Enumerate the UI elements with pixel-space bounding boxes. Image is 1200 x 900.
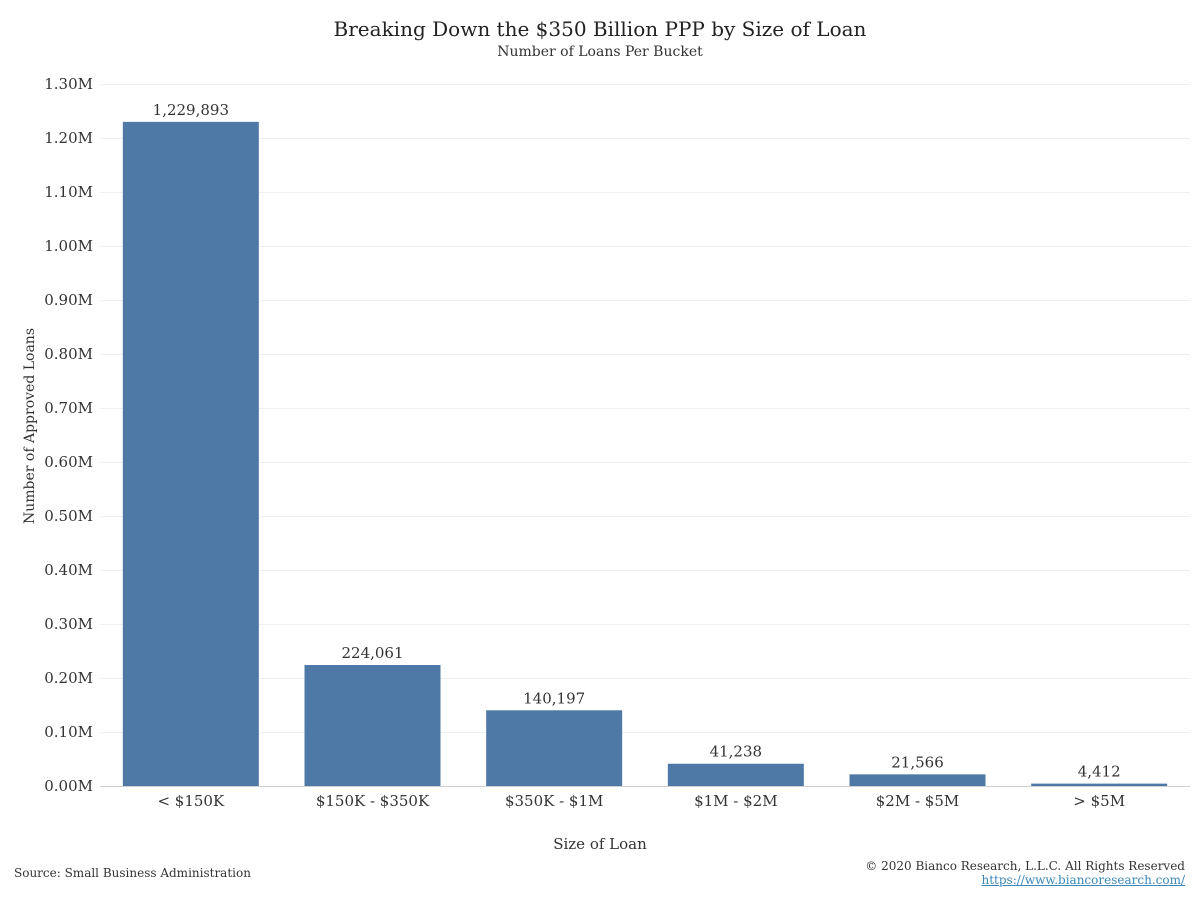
y-tick-label: 1.30M: [44, 75, 93, 93]
x-axis-title: Size of Loan: [553, 835, 647, 853]
y-tick-label: 0.90M: [44, 291, 93, 309]
chart-title: Breaking Down the $350 Billion PPP by Si…: [333, 17, 867, 41]
y-tick-label: 0.20M: [44, 669, 93, 687]
x-tick-label: < $150K: [157, 792, 225, 810]
bar-value-label: 224,061: [341, 644, 403, 662]
bar-value-label: 41,238: [710, 743, 763, 761]
x-tick-label: $1M - $2M: [694, 792, 778, 810]
bar-value-label: 4,412: [1078, 763, 1121, 781]
bar-value-label: 140,197: [523, 689, 585, 707]
y-tick-label: 0.10M: [44, 723, 93, 741]
bar: [849, 774, 986, 786]
bar: [486, 710, 623, 786]
y-axis-title: Number of Approved Loans: [22, 328, 38, 524]
y-tick-label: 1.10M: [44, 183, 93, 201]
gridlines: [100, 84, 1190, 787]
x-tick-label: $2M - $5M: [876, 792, 960, 810]
y-tick-label: 1.20M: [44, 129, 93, 147]
x-tick-label: $150K - $350K: [316, 792, 430, 810]
bar: [667, 763, 804, 786]
copyright-text: © 2020 Bianco Research, L.L.C. All Right…: [865, 859, 1185, 873]
bar-value-label: 21,566: [891, 753, 944, 771]
y-tick-label: 0.40M: [44, 561, 93, 579]
y-tick-label: 0.80M: [44, 345, 93, 363]
y-tick-label: 0.30M: [44, 615, 93, 633]
bars: [122, 121, 1168, 786]
source-note: Source: Small Business Administration: [14, 866, 251, 880]
bar-value-label: 1,229,893: [153, 101, 229, 119]
x-tick-label: > $5M: [1073, 792, 1125, 810]
y-tick-label: 0.00M: [44, 777, 93, 795]
website-link[interactable]: https://www.biancoresearch.com/: [981, 873, 1185, 887]
bar: [122, 121, 259, 786]
bar: [1031, 783, 1168, 786]
y-tick-label: 0.60M: [44, 453, 93, 471]
chart-subtitle: Number of Loans Per Bucket: [497, 44, 703, 60]
data-labels: 1,229,893 224,061 140,197 41,238 21,566 4,412: [153, 101, 1121, 781]
copyright-block: © 2020 Bianco Research, L.L.C. All Right…: [865, 859, 1185, 887]
x-axis-ticks: < $150K $150K - $350K $350K - $1M $1M - $2M…: [157, 792, 1125, 810]
bar: [304, 665, 441, 786]
y-tick-label: 0.70M: [44, 399, 93, 417]
y-axis-ticks: 0.00M 0.10M 0.20M 0.30M 0.40M 0.50M 0.60M 0.70M…: [44, 75, 93, 795]
y-tick-label: 1.00M: [44, 237, 93, 255]
y-tick-label: 0.50M: [44, 507, 93, 525]
x-tick-label: $350K - $1M: [505, 792, 603, 810]
